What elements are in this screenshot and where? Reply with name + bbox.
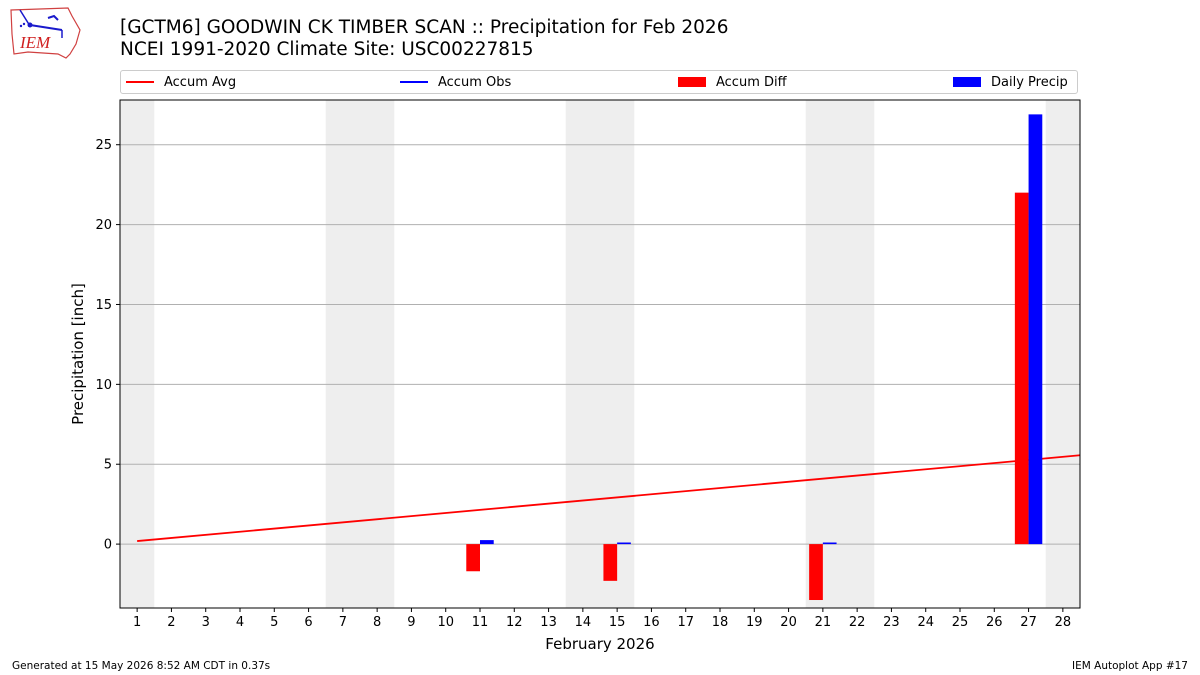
line-accum-avg — [137, 454, 1080, 542]
x-tick-label-11: 11 — [472, 615, 489, 630]
x-axis-label: February 2026 — [545, 635, 654, 653]
bar-daily-precip-day-15 — [617, 542, 631, 545]
x-tick-label-8: 8 — [373, 615, 381, 630]
x-tick-label-28: 28 — [1055, 615, 1072, 630]
weekend-shade-3 — [805, 100, 875, 608]
y-tick-label-5: 5 — [104, 458, 112, 473]
legend: Accum Avg Accum Obs Accum Diff Daily Pre… — [120, 70, 1078, 94]
x-tick-label-17: 17 — [677, 615, 694, 630]
chart-subtitle: NCEI 1991-2020 Climate Site: USC00227815 — [120, 39, 534, 60]
x-tick-label-21: 21 — [815, 615, 832, 630]
weekend-shade-4 — [1045, 100, 1080, 608]
x-tick-label-22: 22 — [849, 615, 866, 630]
chart-title: [GCTM6] GOODWIN CK TIMBER SCAN :: Precip… — [120, 17, 729, 38]
bar-accum-diff-day-21 — [809, 544, 823, 601]
x-tick-label-27: 27 — [1020, 615, 1037, 630]
x-tick-label-14: 14 — [575, 615, 592, 630]
x-tick-label-9: 9 — [407, 615, 415, 630]
x-tick-label-10: 10 — [437, 615, 454, 630]
y-tick-label-10: 10 — [95, 378, 112, 393]
x-tick-label-26: 26 — [986, 615, 1003, 630]
x-tick-label-13: 13 — [540, 615, 557, 630]
weekend-shade-1 — [325, 100, 395, 608]
legend-item-accum-obs: Accum Obs — [400, 71, 511, 93]
x-tick-label-6: 6 — [304, 615, 312, 630]
x-tick-label-25: 25 — [952, 615, 969, 630]
bar-accum-diff-day-27 — [1014, 192, 1029, 545]
legend-item-accum-avg: Accum Avg — [126, 71, 236, 93]
bar-daily-precip-day-27 — [1028, 114, 1043, 545]
weekend-shade-2 — [565, 100, 635, 608]
x-tick-label-1: 1 — [133, 615, 141, 630]
y-tick-label-20: 20 — [95, 218, 112, 233]
legend-swatch-accum-avg — [126, 81, 154, 83]
legend-swatch-accum-obs — [400, 81, 428, 83]
x-tick-label-5: 5 — [270, 615, 278, 630]
y-tick-label-0: 0 — [104, 538, 112, 553]
plot-area — [137, 114, 1080, 601]
bar-daily-precip-day-11 — [480, 540, 494, 545]
bar-accum-diff-day-15 — [603, 544, 618, 581]
x-tick-label-19: 19 — [746, 615, 763, 630]
x-tick-label-16: 16 — [643, 615, 660, 630]
bar-daily-precip-day-21 — [822, 542, 837, 545]
x-tick-label-18: 18 — [712, 615, 729, 630]
legend-label-accum-diff: Accum Diff — [716, 74, 787, 90]
legend-swatch-accum-diff — [678, 77, 706, 87]
footer-app: IEM Autoplot App #17 — [1072, 660, 1188, 672]
x-tick-label-20: 20 — [780, 615, 797, 630]
x-tick-label-7: 7 — [339, 615, 347, 630]
legend-label-accum-avg: Accum Avg — [164, 74, 237, 90]
legend-item-accum-diff: Accum Diff — [678, 71, 787, 93]
weekend-shade-0 — [120, 100, 155, 608]
y-tick-label-25: 25 — [95, 138, 112, 153]
iem-logo: IEM — [8, 4, 82, 60]
y-tick-label-15: 15 — [95, 298, 112, 313]
legend-label-accum-obs: Accum Obs — [438, 74, 512, 90]
svg-text:IEM: IEM — [19, 33, 51, 52]
legend-item-daily-precip: Daily Precip — [953, 71, 1068, 93]
x-tick-label-3: 3 — [202, 615, 210, 630]
footer-generated: Generated at 15 May 2026 8:52 AM CDT in … — [12, 660, 271, 672]
plot-frame — [119, 99, 1081, 609]
y-axis-label: Precipitation [inch] — [69, 283, 87, 425]
x-tick-label-24: 24 — [917, 615, 934, 630]
x-tick-label-12: 12 — [506, 615, 523, 630]
x-tick-label-4: 4 — [236, 615, 244, 630]
legend-swatch-daily-precip — [953, 77, 981, 87]
bar-accum-diff-day-11 — [466, 544, 480, 572]
x-tick-label-2: 2 — [167, 615, 175, 630]
legend-label-daily-precip: Daily Precip — [991, 74, 1068, 90]
x-tick-label-23: 23 — [883, 615, 900, 630]
x-tick-label-15: 15 — [609, 615, 626, 630]
